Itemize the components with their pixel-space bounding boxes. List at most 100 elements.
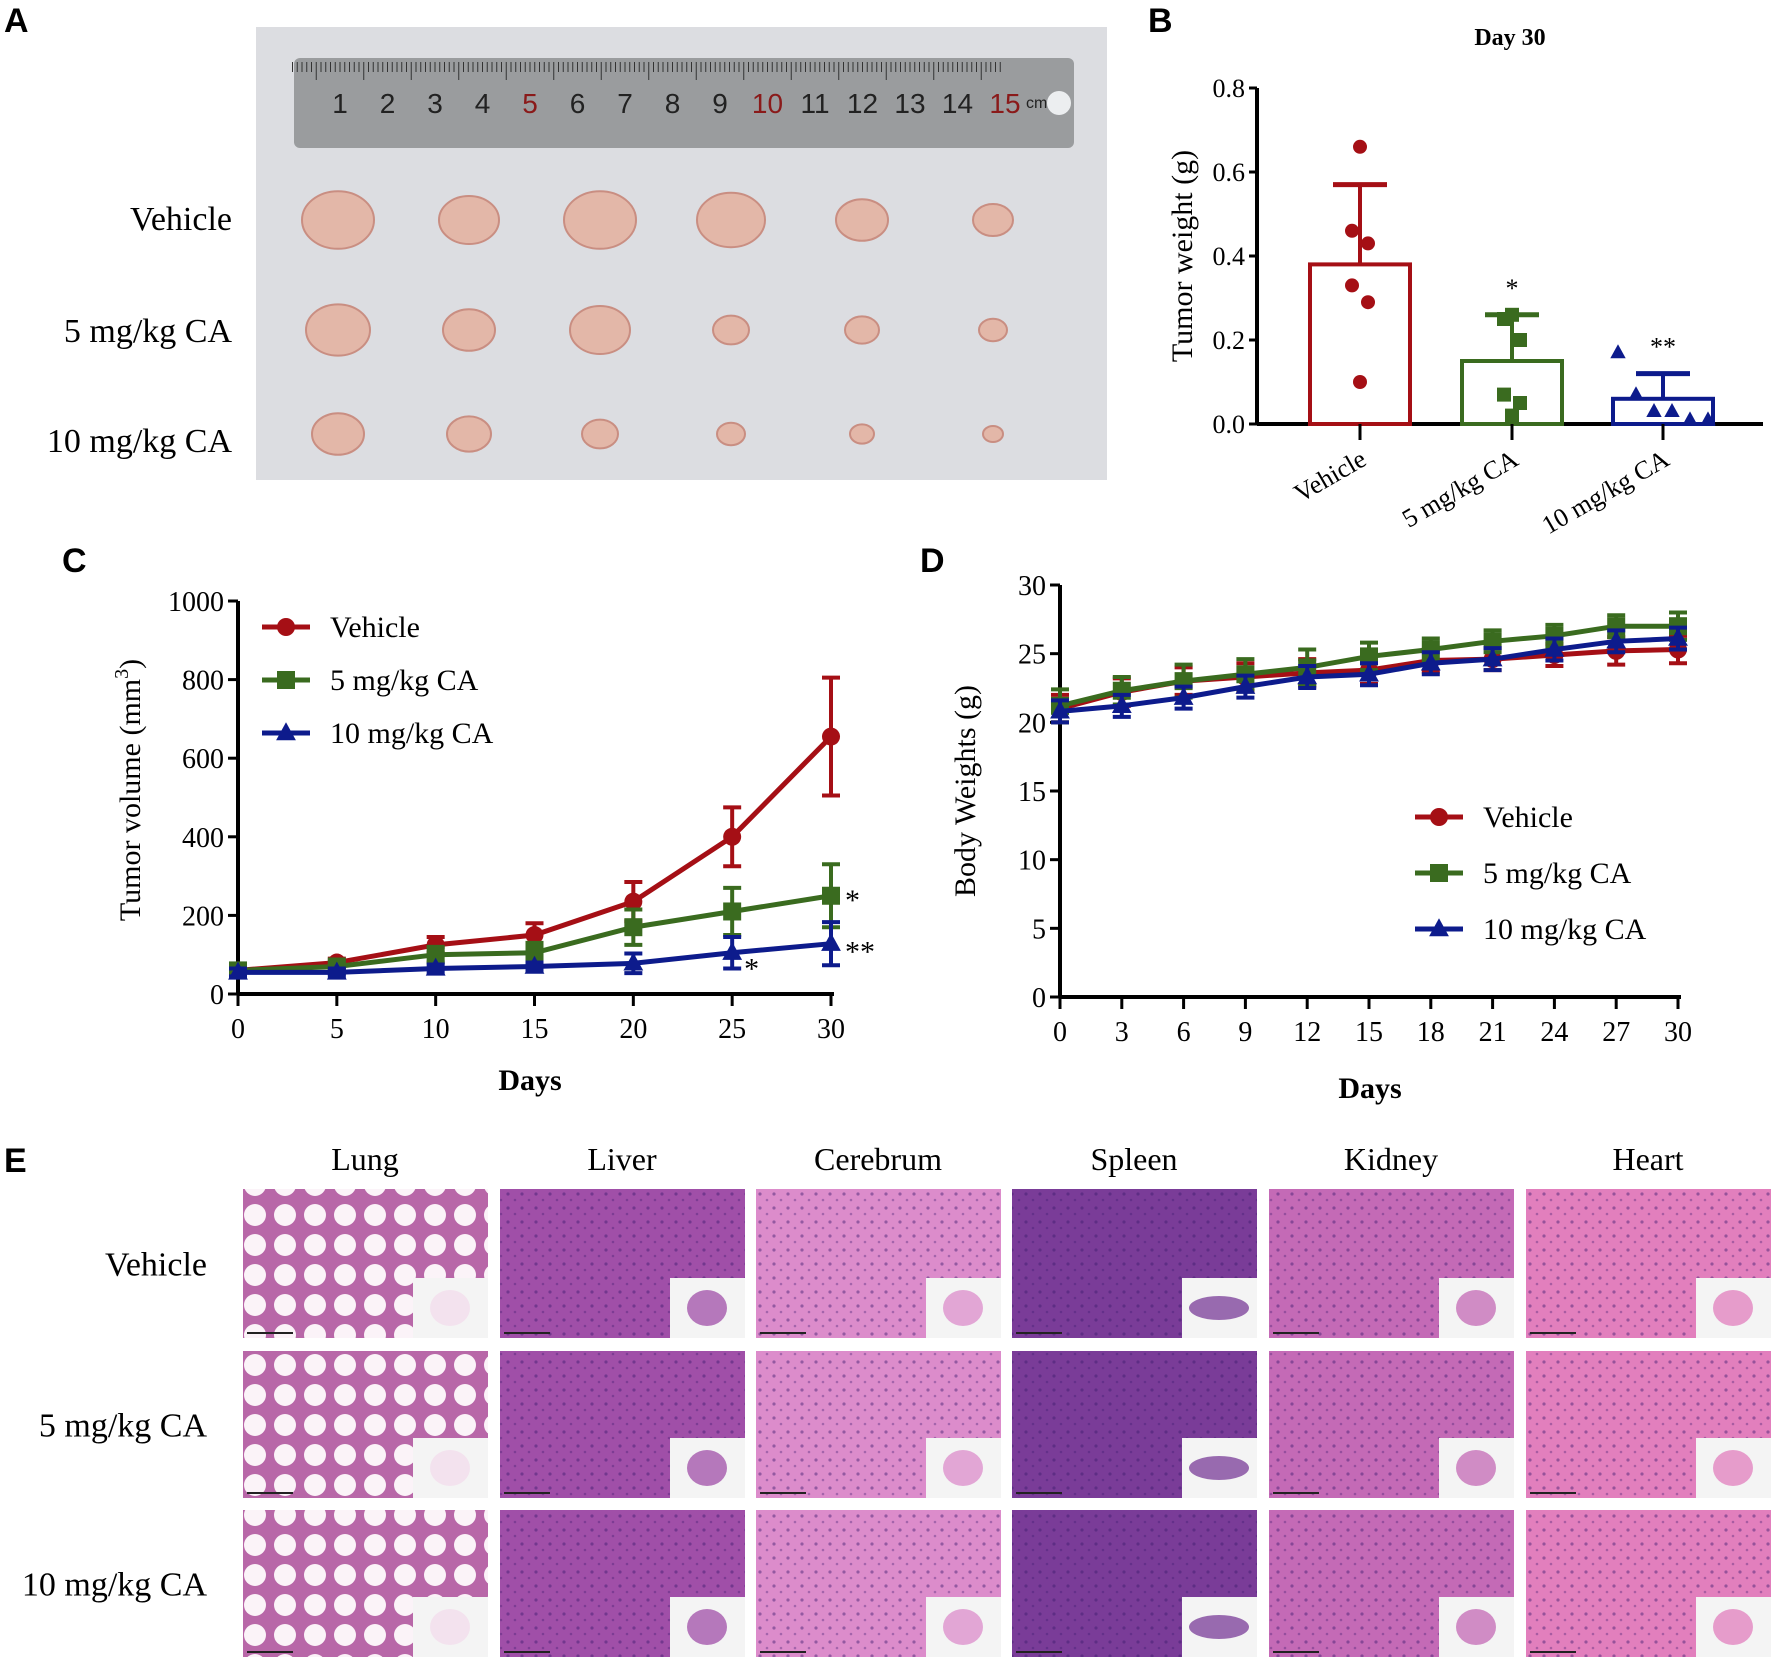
ruler-number: 3 (427, 88, 443, 119)
panel-label-a: A (4, 2, 29, 40)
x-tick-label: 0 (231, 1014, 245, 1045)
tumor (716, 421, 746, 447)
inset-organ (687, 1609, 727, 1645)
data-point (1235, 675, 1256, 694)
chart-d-xlabel: Days (1338, 1072, 1401, 1105)
x-tick-label: 21 (1479, 1017, 1507, 1048)
tumor (305, 303, 371, 357)
row-label: 10 mg/kg CA (22, 1567, 208, 1604)
legend-marker (276, 722, 296, 741)
data-point (426, 945, 445, 964)
inset-organ (687, 1450, 727, 1486)
tumor (569, 305, 631, 355)
inset-organ (1189, 1456, 1249, 1480)
ruler-number: 2 (380, 88, 396, 119)
histology-image (243, 1351, 488, 1498)
panel-label-d: D (920, 542, 945, 580)
data-point (822, 886, 840, 905)
data-point (1544, 638, 1565, 657)
histology-image (243, 1510, 488, 1657)
histology-image (500, 1510, 745, 1657)
ruler-number: 7 (617, 88, 633, 119)
panel-label-c: C (62, 542, 87, 580)
ruler (294, 58, 1074, 148)
inset-organ (943, 1290, 983, 1326)
y-tick-label: 800 (182, 666, 224, 697)
legend-marker (1430, 864, 1448, 882)
ruler-number: 8 (665, 88, 681, 119)
inset-organ (687, 1290, 727, 1326)
inset-organ (943, 1450, 983, 1486)
data-point (525, 943, 544, 962)
inset-organ (1713, 1450, 1753, 1486)
y-tick-label: 0.2 (1213, 326, 1246, 355)
tumor (581, 418, 619, 450)
data-point (1482, 648, 1503, 667)
column-label: Cerebrum (814, 1141, 942, 1177)
inset-organ (1713, 1609, 1753, 1645)
legend-label: Vehicle (1483, 801, 1573, 834)
panel-label-e: E (4, 1142, 27, 1180)
y-tick-label: 0 (1032, 983, 1046, 1014)
y-tick-label: 0.8 (1213, 74, 1246, 103)
inset-organ (1456, 1450, 1496, 1486)
ruler-number: 11 (800, 88, 829, 119)
histology-image (1012, 1351, 1257, 1498)
legend-label: 10 mg/kg CA (1483, 913, 1647, 946)
x-tick-label: 18 (1417, 1017, 1445, 1048)
x-tick-label: 12 (1293, 1017, 1321, 1048)
y-tick-label: 600 (182, 744, 224, 775)
y-tick-label: 0.0 (1213, 410, 1246, 439)
tumor (835, 198, 889, 242)
panel-label-b: B (1148, 2, 1173, 40)
chart-c-ylabel: Tumor volume (mm3) (111, 659, 147, 921)
x-tick-label: 5 (330, 1014, 344, 1045)
y-tick-label: 10 (1018, 846, 1046, 877)
row-label: Vehicle (105, 1247, 207, 1284)
ruler-number: 6 (570, 88, 586, 119)
ruler-unit: cm (1026, 95, 1047, 112)
x-tick-label: 10 (422, 1014, 450, 1045)
histology-image (756, 1351, 1001, 1498)
x-tick-label: 30 (1664, 1017, 1692, 1048)
inset-organ (430, 1290, 470, 1326)
x-tick-label: 3 (1115, 1017, 1129, 1048)
x-tick-label: 15 (1355, 1017, 1383, 1048)
data-point (822, 727, 840, 746)
tumor (446, 415, 492, 453)
data-point (1297, 666, 1318, 685)
data-point (1682, 411, 1698, 426)
data-point (723, 902, 742, 921)
histology-image (500, 1351, 745, 1498)
histology-image (1269, 1189, 1514, 1338)
column-label: Kidney (1344, 1141, 1438, 1177)
data-point (1111, 695, 1132, 714)
data-point (1173, 686, 1194, 705)
legend-marker (1430, 808, 1448, 826)
inset-organ (1189, 1615, 1249, 1639)
bar (1611, 396, 1715, 426)
y-tick-label: 1000 (168, 587, 224, 618)
legend-label: 5 mg/kg CA (1483, 857, 1632, 890)
data-point (1353, 375, 1367, 389)
data-point (1664, 403, 1680, 417)
significance-marker: ** (845, 936, 875, 969)
ruler-number: 10 (752, 88, 783, 119)
inset-organ (430, 1609, 470, 1645)
chart-d-ylabel: Body Weights (g) (949, 685, 982, 897)
data-point (1361, 295, 1375, 310)
tumor (849, 423, 875, 445)
data-point (722, 941, 743, 960)
ruler-number: 13 (894, 88, 925, 119)
body-weight-line-chart: Body Weights (g) Days 0 5 10 15 20 25 30 0 3 6 9 12… (949, 571, 1692, 1105)
histology-image (756, 1510, 1001, 1657)
significance-marker: * (1506, 274, 1519, 303)
significance-marker: * (744, 953, 759, 986)
chart-c-ylabel-text: Tumor volume (mm (114, 679, 147, 921)
row-label: 5 mg/kg CA (39, 1408, 208, 1445)
data-point (624, 918, 643, 937)
tumor (563, 190, 637, 250)
tumor (442, 308, 496, 352)
y-tick-label: 400 (182, 823, 224, 854)
tumor (972, 203, 1014, 237)
